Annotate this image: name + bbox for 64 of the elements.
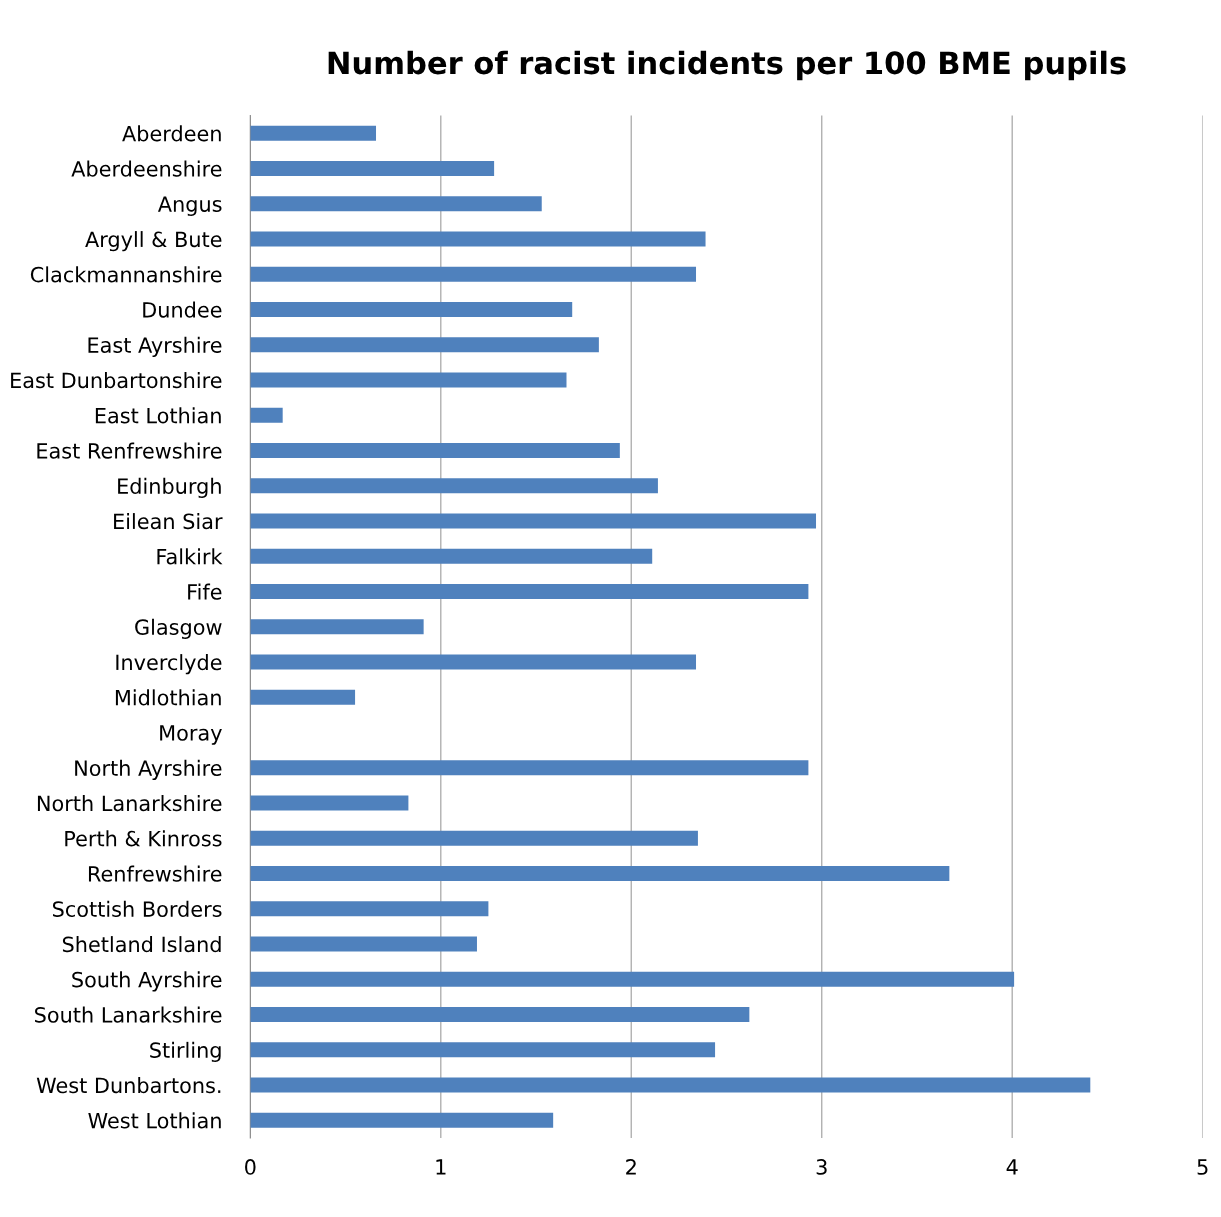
y-tick-label: Edinburgh [118,477,221,498]
bar [250,161,495,176]
bar [250,901,489,917]
y-tick-label: South Lanarkshire [35,1006,222,1023]
bar [250,196,542,212]
bar [250,795,409,811]
bar [250,971,1015,987]
bar [250,372,567,388]
bar [250,1077,1091,1093]
bar [250,231,706,247]
y-tick-label: East Ayrshire [88,336,222,357]
x-tick-label: 5 [1197,1159,1208,1175]
bar [250,125,377,141]
y-tick-label: Eilean Siar [114,513,223,530]
y-tick-label: Fife [188,583,222,600]
y-tick-label: Perth & Kinross [65,830,222,847]
y-tick-label: East Lothian [95,407,221,424]
bar [250,407,283,423]
y-tick-label: South Ayrshire [72,971,222,992]
bar [250,936,477,952]
y-tick-label: North Ayrshire [75,759,222,781]
x-tick-label: 3 [816,1159,827,1175]
x-tick-label: 1 [436,1159,446,1175]
bar [250,548,653,564]
y-tick-label: Shetland Island [62,936,221,953]
bar [250,337,599,353]
bar [250,619,424,635]
y-tick-label: East Dunbartonshire [11,372,222,389]
x-tick-label: 2 [626,1159,636,1175]
y-tick-label: Angus [157,196,222,216]
x-tick-label: 4 [1006,1159,1018,1175]
bar [250,302,573,317]
y-tick-label: Aberdeenshire [71,160,222,177]
y-tick-label: Renfrewshire [88,865,222,882]
chart-title: Number of racist incidents per 100 BME pupils [328,50,1126,81]
x-tick-label: 0 [245,1159,256,1175]
y-tick-label: Scottish Borders [52,900,222,917]
bar [250,513,817,529]
bar [250,584,809,599]
bar [250,760,809,776]
y-tick-label: Stirling [150,1041,221,1063]
y-tick-label: West Dunbartons. [36,1077,221,1094]
y-tick-label: Falkirk [157,548,223,565]
y-tick-label: Moray [160,725,222,745]
bar [250,1112,554,1128]
y-tick-label: Inverclyde [116,654,222,675]
bar [250,478,658,494]
y-tick-label: West Lothian [88,1112,221,1129]
bar [250,866,950,881]
bar [250,443,620,458]
y-tick-label: Argyll & Bute [85,231,222,252]
y-tick-label: North Lanarkshire [37,795,222,812]
bar [250,830,698,846]
bar [250,689,356,705]
bar [250,654,697,670]
y-tick-label: Aberdeen [122,125,221,142]
y-tick-label: East Renfrewshire [37,442,222,459]
bar [250,1042,716,1058]
bar [250,1007,750,1022]
y-tick-label: Midlothian [115,689,221,706]
bar [250,266,697,282]
y-tick-label: Clackmannanshire [30,266,222,283]
y-tick-label: Dundee [143,301,222,318]
y-tick-label: Glasgow [135,618,222,639]
